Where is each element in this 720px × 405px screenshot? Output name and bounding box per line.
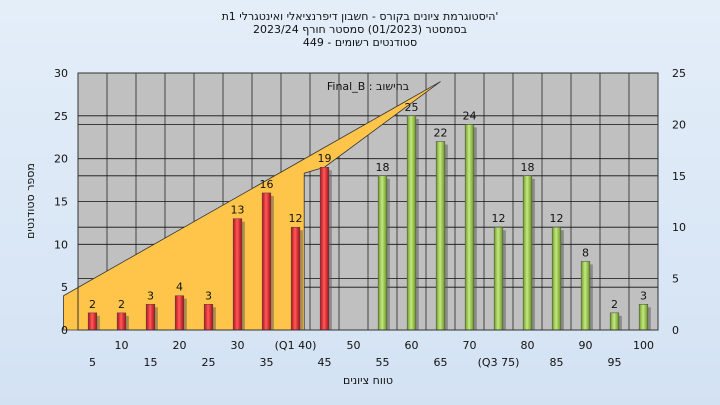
data-label: 24	[463, 109, 477, 122]
x-tick-label: 65	[434, 356, 448, 369]
data-label: 2	[89, 298, 96, 311]
bar	[377, 175, 388, 331]
bar	[580, 261, 591, 331]
bar	[145, 304, 156, 331]
data-label: 8	[582, 246, 589, 259]
data-label: 16	[260, 178, 274, 191]
data-label: 12	[550, 212, 564, 225]
x-tick-label: 85	[550, 356, 564, 369]
bar	[493, 226, 504, 331]
data-label: 3	[205, 289, 212, 302]
y2-tick-label: 5	[672, 273, 679, 286]
y-tick-label: 25	[54, 110, 68, 123]
data-label: 18	[521, 161, 535, 174]
data-label: 19	[318, 152, 332, 165]
chart-annotation: Final_B : בחישוב	[327, 80, 409, 93]
data-label: 2	[118, 298, 125, 311]
data-label: 3	[147, 289, 154, 302]
y-axis-title: מספר סטודנטים	[24, 163, 37, 239]
x-tick-label: 50	[347, 339, 361, 352]
distribution-curve	[63, 81, 441, 331]
x-tick-label: 15	[144, 356, 158, 369]
y2-tick-label: 15	[672, 170, 686, 183]
x-tick-label: 90	[579, 339, 593, 352]
bar	[406, 115, 417, 331]
bar	[174, 295, 185, 331]
x-tick-label: 30	[231, 339, 245, 352]
data-label: 13	[231, 204, 245, 217]
y-tick-label: 10	[54, 238, 68, 251]
y2-tick-label: 20	[672, 118, 686, 131]
x-tick-label: 45	[318, 356, 332, 369]
x-tick-label: (Q1 40)	[275, 339, 317, 352]
bar	[203, 304, 214, 331]
x-tick-label: 25	[202, 356, 216, 369]
data-label: 22	[434, 127, 448, 140]
chart-title-line3: סטודנטים רשומים - 449	[302, 36, 418, 49]
x-tick-label: 35	[260, 356, 274, 369]
x-tick-label: 100	[633, 339, 654, 352]
bar	[551, 226, 562, 331]
data-label: 3	[640, 289, 647, 302]
data-label: 2	[611, 298, 618, 311]
bar	[261, 192, 272, 331]
plot-frame	[77, 72, 659, 331]
bar	[435, 141, 446, 331]
bar	[232, 218, 243, 331]
bar	[319, 166, 330, 331]
data-label: 4	[176, 281, 183, 294]
y2-tick-label: 0	[672, 324, 679, 337]
x-tick-label: 55	[376, 356, 390, 369]
y-tick-label: 15	[54, 196, 68, 209]
x-tick-label: 5	[89, 356, 96, 369]
bar	[290, 226, 301, 331]
x-tick-label: (Q3 75)	[478, 356, 520, 369]
x-tick-label: 70	[463, 339, 477, 352]
x-tick-label: 95	[608, 356, 622, 369]
y2-tick-label: 25	[672, 67, 686, 80]
bar	[609, 312, 620, 331]
chart-title-line1: היסטוגרמת ציונים בקורס - חשבון דיפרנציאל…	[221, 10, 499, 23]
x-tick-label: 20	[173, 339, 187, 352]
data-label: 12	[492, 212, 506, 225]
x-axis-title: טווח ציונים	[343, 374, 393, 387]
data-label: 18	[376, 161, 390, 174]
bar	[87, 312, 98, 331]
x-tick-label: 60	[405, 339, 419, 352]
bar	[464, 124, 475, 331]
bar	[522, 175, 533, 331]
bar	[638, 304, 649, 331]
x-tick-label: 10	[115, 339, 129, 352]
plot-area: 2 234313161219182522241218128230510152025…	[54, 67, 686, 369]
chart-title-line2: בסמסטר (01/2023) סמסטר חורף 2023/24	[253, 23, 467, 36]
data-label: 12	[289, 212, 303, 225]
chart-titles: היסטוגרמת ציונים בקורס - חשבון דיפרנציאל…	[0, 10, 720, 49]
y2-tick-label: 10	[672, 221, 686, 234]
data-label: 25	[405, 101, 419, 114]
y-tick-label: 0	[61, 324, 68, 337]
bar	[116, 312, 127, 331]
y-tick-label: 5	[61, 281, 68, 294]
y-tick-label: 20	[54, 153, 68, 166]
x-tick-label: 80	[521, 339, 535, 352]
y-tick-label: 30	[54, 67, 68, 80]
